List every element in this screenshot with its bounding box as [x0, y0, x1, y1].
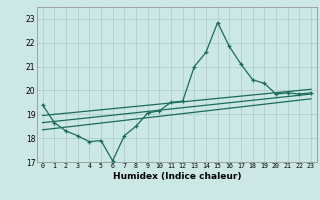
X-axis label: Humidex (Indice chaleur): Humidex (Indice chaleur)	[113, 172, 241, 181]
